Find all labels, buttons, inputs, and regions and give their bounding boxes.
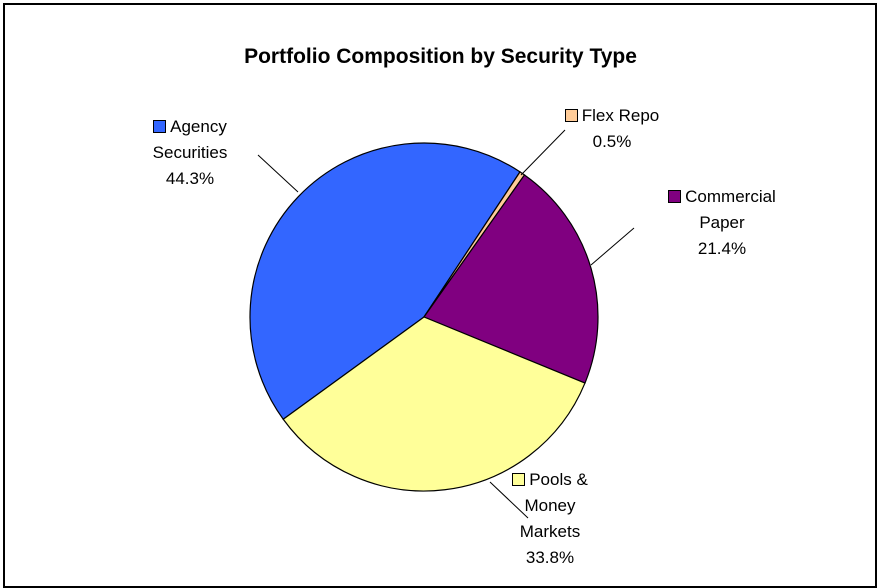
slice-value: 44.3% xyxy=(165,169,215,188)
slice-label: Pools & Money Markets 33.8% xyxy=(510,467,590,571)
pie-slice xyxy=(282,316,586,492)
slice-name: Flex Repo xyxy=(547,103,677,129)
pie-slice xyxy=(249,142,521,421)
leader-line xyxy=(257,154,299,193)
slice-value: 33.8% xyxy=(525,548,575,567)
chart-title: Portfolio Composition by Security Type xyxy=(244,45,637,68)
slice-value: 0.5% xyxy=(592,132,632,151)
legend-swatch xyxy=(668,190,682,203)
leader-line xyxy=(489,481,529,519)
slice-label: Commercial Paper 21.4% xyxy=(657,184,787,262)
slice-label: Agency Securities 44.3% xyxy=(135,114,245,192)
slice-name-text: Agency Securities xyxy=(152,117,228,162)
legend-swatch xyxy=(512,473,526,486)
legend-swatch xyxy=(153,120,167,133)
slice-name-text: Flex Repo xyxy=(581,106,660,125)
slice-label: Flex Repo 0.5% xyxy=(547,103,677,155)
slice-name: Agency Securities xyxy=(135,114,245,166)
slice-name-text: Commercial Paper xyxy=(685,187,776,232)
legend-swatch xyxy=(564,109,578,122)
pie-slice xyxy=(423,174,599,384)
slice-name: Pools & Money Markets xyxy=(510,467,590,545)
slice-name: Commercial Paper xyxy=(657,184,787,236)
slice-name-text: Pools & Money Markets xyxy=(519,470,588,541)
leader-line xyxy=(590,227,635,266)
slice-value: 21.4% xyxy=(697,239,747,258)
leader-line xyxy=(520,129,566,176)
